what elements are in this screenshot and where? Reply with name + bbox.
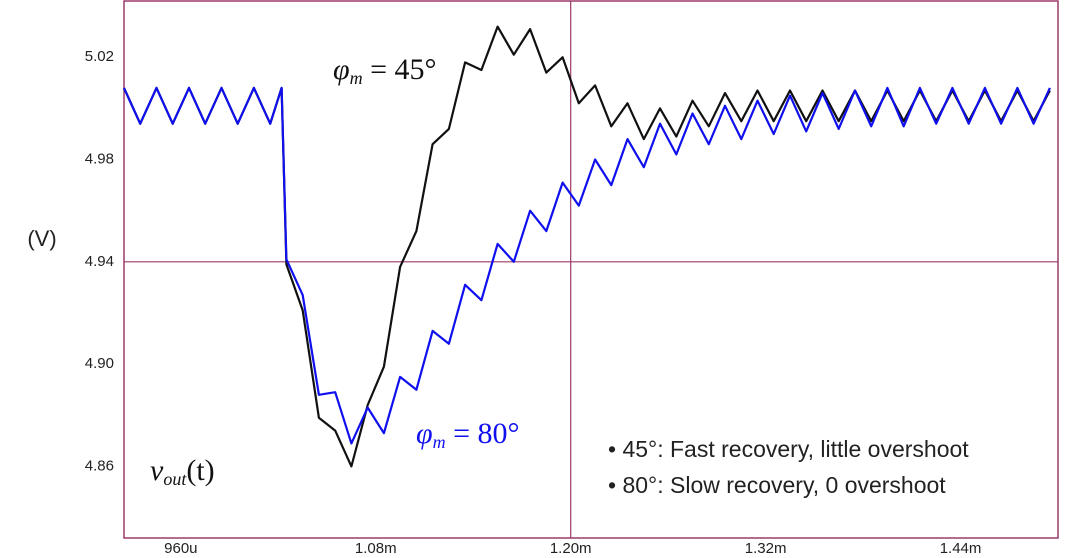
annotation: vout(t) <box>150 454 215 489</box>
note: • 80°: Slow recovery, 0 overshoot <box>608 472 946 498</box>
note: • 45°: Fast recovery, little overshoot <box>608 436 969 462</box>
annotation: φm = 80° <box>416 417 520 452</box>
x-tick-label: 1.44m <box>940 540 982 557</box>
x-tick-label: 1.20m <box>550 540 592 557</box>
y-tick-label: 5.02 <box>85 48 114 65</box>
annotation-subscript: out <box>163 469 187 489</box>
annotation-text: = 80° <box>446 417 520 450</box>
x-tick-label: 960u <box>164 540 197 557</box>
annotation-subscript: m <box>433 432 446 452</box>
annotation-symbol: v <box>150 454 164 487</box>
data-line <box>122 86 1051 445</box>
y-tick-label: 4.94 <box>85 253 114 270</box>
y-tick-label: 4.98 <box>85 151 114 168</box>
y-axis-label: (V) <box>27 226 56 251</box>
x-tick-label: 1.08m <box>355 540 397 557</box>
annotation-symbol: φ <box>416 417 433 450</box>
annotation-symbol: φ <box>333 53 350 86</box>
annotation-subscript: m <box>350 68 363 88</box>
annotation: φm = 45° <box>333 53 437 88</box>
y-tick-label: 4.90 <box>85 355 114 372</box>
data-line <box>122 25 1051 468</box>
annotation-text: = 45° <box>363 53 437 86</box>
x-tick-label: 1.32m <box>745 540 787 557</box>
annotation-text: (t) <box>186 454 214 487</box>
y-tick-label: 4.86 <box>85 457 114 474</box>
plot-frame <box>123 0 1059 539</box>
